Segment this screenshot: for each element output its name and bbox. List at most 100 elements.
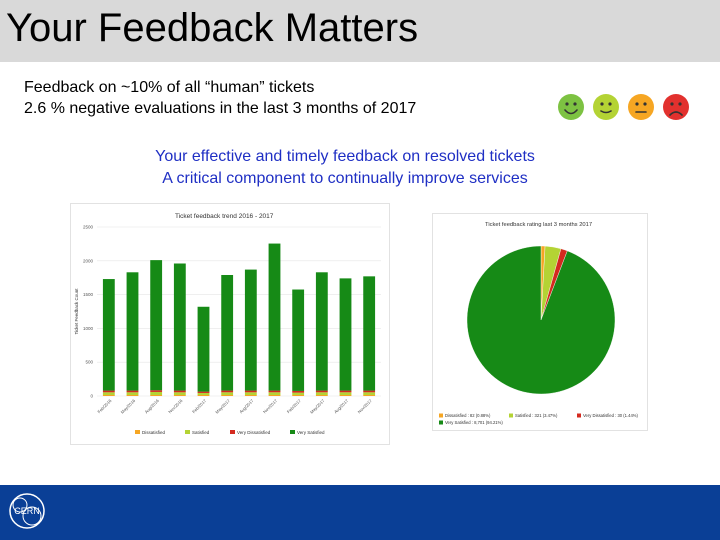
pie-chart-panel: Ticket feedback rating last 3 months 201… — [432, 213, 648, 431]
legend-label: Very Satisfied : 8,701 (94.21%) — [445, 420, 503, 425]
bar-segment — [221, 394, 234, 396]
bar-segment — [244, 269, 257, 391]
legend-swatch — [185, 430, 190, 434]
legend-swatch — [577, 413, 581, 418]
bar-segment — [197, 306, 210, 392]
legend-label: Satisfied — [192, 430, 210, 435]
dissatisfied-face-icon — [628, 94, 654, 120]
title-bar — [0, 0, 720, 62]
x-tick-label: Feb/2017 — [286, 398, 303, 415]
legend-swatch — [135, 430, 140, 434]
pie-chart-legend: Dissatisfied : 82 (0.88%) Satisfied : 321… — [439, 413, 639, 425]
y-tick-label: 500 — [85, 360, 93, 365]
bar-segment — [102, 392, 115, 395]
bar-segment — [339, 394, 352, 396]
bar-chart-title: Ticket feedback trend 2016 - 2017 — [175, 213, 274, 220]
legend-label: Dissatisfied — [142, 430, 166, 435]
y-tick-label: 1000 — [83, 326, 94, 331]
bar-segment — [126, 392, 139, 395]
satisfied-face-icon — [593, 94, 619, 120]
bar-segment — [244, 394, 257, 396]
legend-label: Very Dissatisfied — [237, 430, 271, 435]
legend-swatch — [290, 430, 295, 434]
x-tick-label: Feb/2016 — [96, 398, 113, 415]
bar-segment — [363, 390, 376, 393]
legend-swatch — [439, 420, 443, 425]
bar-segment — [102, 390, 115, 393]
bar-segment — [150, 390, 163, 392]
pie-slice — [466, 245, 616, 395]
bar-segment — [197, 394, 210, 396]
very-dissatisfied-face-icon — [663, 94, 689, 120]
bar-segment — [126, 272, 139, 391]
bar-segment — [173, 263, 186, 391]
bar-segment — [221, 390, 234, 393]
legend-label: Dissatisfied : 82 (0.88%) — [445, 413, 491, 418]
y-tick-label: 0 — [90, 394, 93, 399]
bar-segment — [244, 392, 257, 395]
x-tick-label: Feb/2017 — [191, 398, 208, 415]
tagline-1: Your effective and timely feedback on re… — [155, 148, 535, 165]
bar-chart: Ticket feedback trend 2016 - 2017 0 500 100… — [74, 213, 381, 435]
bar-segment — [102, 279, 115, 391]
x-tick-label: Nov/2017 — [262, 398, 279, 415]
bar-segment — [197, 391, 210, 393]
x-tick-label: May/2016 — [120, 398, 137, 415]
bar-segment — [292, 394, 305, 396]
y-tick-label: 2500 — [83, 225, 94, 230]
y-tick-label: 1500 — [83, 292, 94, 297]
x-tick-label: May/2017 — [309, 398, 326, 415]
y-axis-label: Ticket Feedback Count — [74, 288, 79, 335]
bar-segment — [244, 390, 257, 393]
bar-chart-legend: Dissatisfied Satisfied Very Dissatisfied Ve… — [135, 430, 325, 435]
bar-segment — [315, 390, 328, 393]
x-tick-label: May/2017 — [214, 398, 231, 415]
x-tick-label: Nov/2017 — [357, 398, 374, 415]
bar-segment — [315, 272, 328, 391]
bar-segment — [221, 392, 234, 395]
legend-label: Very Satisfied — [297, 430, 325, 435]
bar-segment — [339, 392, 352, 395]
bar-segment — [363, 394, 376, 396]
bar-segment — [315, 394, 328, 396]
legend-swatch — [509, 413, 513, 418]
bar-segment — [315, 392, 328, 395]
bar-segment — [126, 394, 139, 396]
legend-swatch — [230, 430, 235, 434]
tagline-2: A critical component to continually impr… — [162, 170, 528, 187]
bar-segment — [150, 260, 163, 391]
x-tick-label: Aug/2017 — [333, 398, 350, 415]
bar-segment — [173, 390, 186, 393]
legend-label: Very Dissatisfied : 30 (1.44%) — [583, 413, 639, 418]
bar-segment — [221, 274, 234, 391]
feedback-coverage-text: Feedback on ~10% of all “human” tickets — [24, 79, 315, 96]
slide-title: Your Feedback Matters — [6, 6, 419, 50]
pie-chart-title: Ticket feedback rating last 3 months 201… — [485, 222, 592, 228]
rating-faces — [558, 94, 689, 120]
footer-bar — [0, 485, 720, 540]
bar-segment — [150, 391, 163, 395]
bar-segment — [363, 276, 376, 391]
bar-segment — [268, 394, 281, 396]
pie-chart: Ticket feedback rating last 3 months 201… — [439, 222, 639, 425]
bar-segment — [268, 243, 281, 391]
x-tick-label: Aug/2016 — [144, 398, 161, 415]
bar-segment — [126, 390, 139, 393]
bar-segment — [363, 392, 376, 395]
cern-logo: CERN — [9, 493, 45, 529]
legend-label: Satisfied : 321 (3.47%) — [515, 413, 558, 418]
bar-segment — [268, 390, 281, 393]
bar-segment — [150, 394, 163, 396]
bar-segment — [173, 392, 186, 395]
negative-evaluations-text: 2.6 % negative evaluations in the last 3… — [24, 100, 417, 117]
bar-segment — [173, 394, 186, 396]
bar-segment — [197, 392, 210, 395]
bar-segment — [339, 390, 352, 393]
bar-segment — [102, 394, 115, 396]
svg-text:CERN: CERN — [14, 506, 40, 516]
bar-segment — [292, 390, 305, 393]
bar-segment — [339, 278, 352, 391]
y-tick-label: 2000 — [83, 258, 94, 263]
bar-segment — [292, 392, 305, 395]
bar-segment — [268, 392, 281, 395]
